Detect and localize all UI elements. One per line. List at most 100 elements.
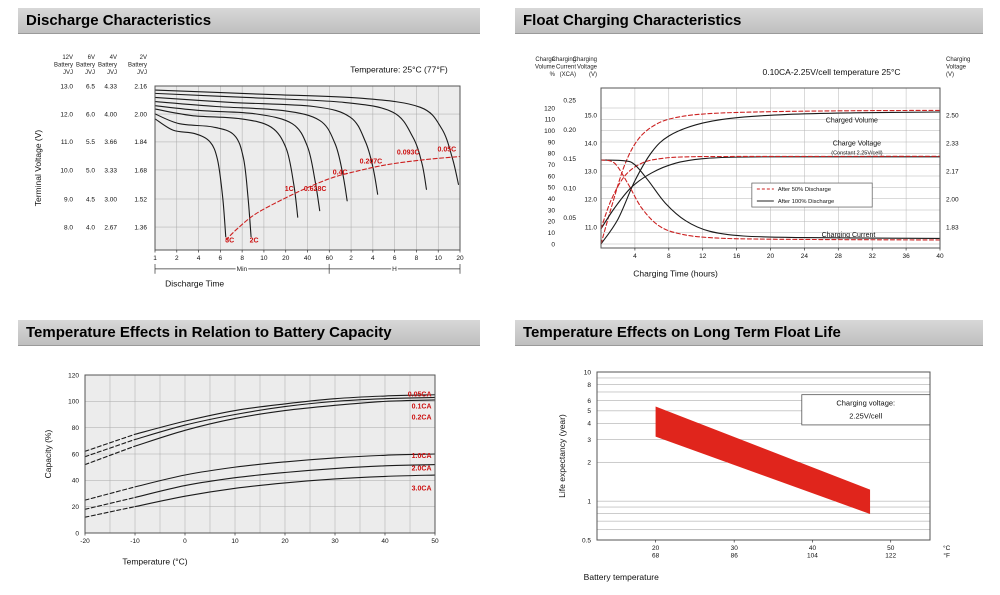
curve-0.628C (154, 105, 321, 212)
plot-border (84, 374, 436, 534)
chart-label: 0.10CA-2.25V/cell temperature 25°C (762, 67, 900, 77)
curve-charge-voltage-50 (600, 155, 941, 230)
x-tick-label: 10 (231, 538, 239, 545)
chart-label: Min (237, 266, 248, 273)
curve-0.2CA (134, 399, 436, 447)
float-life-band (655, 406, 871, 514)
y-tick-label: 40 (72, 478, 80, 485)
axis-header: Battery (54, 63, 73, 69)
x-tick-label: 24 (801, 253, 809, 260)
y-tick-label: 0.25 (563, 98, 576, 105)
x-tick-label: 8 (415, 255, 419, 262)
x-tick-label: 0 (183, 538, 187, 545)
chart-label: Terminal Voltage (V) (33, 130, 43, 207)
y-tick-label: 90 (548, 139, 556, 146)
y-tick-label: 13.0 (584, 169, 597, 176)
y-tick-label: 13.0 (60, 83, 73, 90)
x-tick-label: 20 (282, 255, 290, 262)
y-tick-label: 100 (68, 399, 79, 406)
y-tick-label: 1.84 (134, 139, 147, 146)
x-tick-label: 40 (936, 253, 944, 260)
x-tick-label: 8 (667, 253, 671, 260)
axis-header: JVJ (137, 70, 147, 76)
axis-header: 2V (140, 55, 147, 61)
chart-label: 0.207C (360, 158, 383, 165)
curve-0.05CA (134, 394, 436, 435)
y-tick-label: 8.0 (64, 224, 73, 231)
chart-label: Discharge Time (165, 279, 224, 289)
y-tick-label: 70 (548, 162, 556, 169)
x-tick-label: 4 (371, 255, 375, 262)
section-header-discharge: Discharge Characteristics (18, 8, 480, 34)
axis-header: Charge (535, 57, 555, 63)
x-tick-label-2: 68 (652, 553, 660, 560)
curve-2.0CA-cold (84, 496, 136, 510)
chart-label: Capacity (%) (43, 430, 53, 479)
section-header-temperature-capacity: Temperature Effects in Relation to Batte… (18, 320, 480, 346)
chart-label: 0.628C (304, 186, 327, 193)
axis-header: (V) (946, 72, 954, 78)
curve-knee-locus (225, 155, 461, 241)
chart-label: 2.25V/cell (849, 411, 882, 420)
curve-charging-current-50 (600, 159, 941, 241)
plot-border (596, 371, 931, 541)
x-tick-label: 32 (869, 253, 877, 260)
y-tick-label: 11.0 (61, 139, 74, 146)
legend-label: After 100% Discharge (778, 199, 834, 205)
curve-charged-volume-100 (600, 111, 941, 245)
x-tick-label-2: 122 (885, 553, 896, 560)
y-tick-label: 120 (68, 372, 79, 379)
chart-label: Charged Volume (826, 117, 878, 124)
curve-0.05CA-cold (84, 433, 136, 452)
chart-label: 1.0CA (412, 453, 432, 460)
y-tick-label: 12.0 (584, 197, 597, 204)
chart-label: (Constant 2.25V/cell) (831, 151, 883, 157)
y-tick-label: 0.5 (582, 537, 591, 544)
x-tick-label: 30 (731, 545, 739, 552)
y-tick-label: 6.0 (86, 111, 95, 118)
x-tick-label: 2 (349, 255, 353, 262)
y-tick-label: 11.0 (585, 225, 598, 232)
axis-header: (V) (589, 72, 597, 78)
y-tick-label: 0.15 (563, 156, 576, 163)
curve-charging-current-100 (600, 159, 941, 239)
y-tick-label: 1 (587, 498, 591, 505)
curve-1C (154, 108, 299, 218)
x-tick-label: 8 (240, 255, 244, 262)
y-tick-label: 4.0 (86, 224, 95, 231)
curve-0.05C (154, 89, 460, 185)
x-tick-label-2: 86 (731, 553, 739, 560)
axis-header: % (550, 72, 556, 78)
legend-label: After 50% Discharge (778, 187, 831, 193)
x-tick-label: 4 (633, 253, 637, 260)
chart-label: Temperature (°C) (122, 556, 187, 566)
chart-label: 3.0CA (412, 485, 432, 492)
x-tick-label: 50 (431, 538, 439, 545)
x-tick-label: 40 (809, 545, 817, 552)
y-tick-label: 3 (587, 437, 591, 444)
curve-0.1CA (134, 396, 436, 441)
y-tick-label: 3.00 (104, 196, 117, 203)
chart-label: Charging Current (822, 232, 876, 239)
y-tick-label: 100 (544, 128, 555, 135)
curve-2.0CA (134, 464, 436, 498)
y-tick-label: 14.0 (584, 141, 597, 148)
y-tick-label: 3.33 (104, 167, 117, 174)
y-tick-label: 5.5 (86, 139, 95, 146)
axis-header: Voltage (946, 65, 967, 71)
y-tick-label: 5 (587, 408, 591, 415)
y-tick-label: 10.0 (60, 167, 73, 174)
y-tick-label: 0.20 (563, 127, 576, 134)
y-tick-label: 2.17 (946, 169, 959, 176)
x-tick-label: 10 (260, 255, 268, 262)
y-tick-label: 110 (545, 117, 556, 124)
y-tick-label: 20 (72, 504, 80, 511)
chart-label: 0.05CA (408, 391, 432, 398)
y-tick-label: 2 (587, 460, 591, 467)
y-tick-label: 50 (548, 185, 556, 192)
y-tick-label: 80 (548, 151, 556, 158)
curve-1.0CA-cold (84, 486, 136, 501)
chart-label: Life expectancy (year) (557, 414, 567, 498)
